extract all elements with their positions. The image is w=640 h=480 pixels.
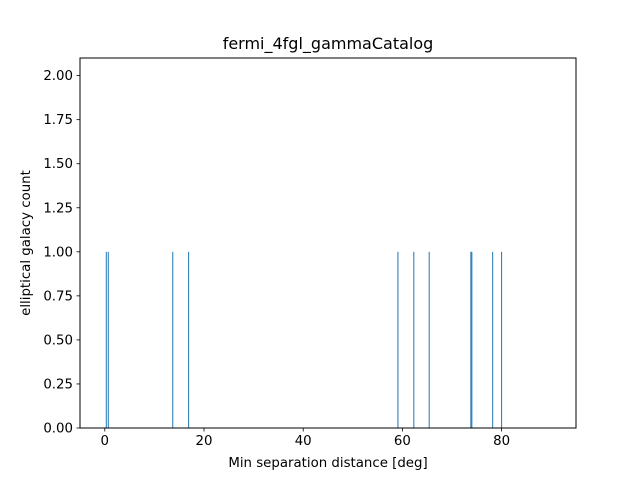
- y-tick-label: 0.00: [43, 422, 73, 437]
- y-axis-label: elliptical galacy count: [19, 170, 34, 316]
- x-tick-label: 40: [295, 434, 312, 449]
- chart-title: fermi_4fgl_gammaCatalog: [223, 34, 434, 54]
- x-axis-label: Min separation distance [deg]: [228, 456, 427, 471]
- bar-3: [188, 251, 190, 428]
- plot-frame: [79, 57, 577, 429]
- x-tick-label: 60: [394, 434, 411, 449]
- bar-8: [471, 251, 473, 428]
- x-axis-ticks: 0 20 40 60 80: [101, 428, 510, 449]
- bar-0: [105, 251, 107, 428]
- bar-2: [172, 251, 174, 428]
- bars-layer: [105, 251, 503, 428]
- y-tick-label: 2.00: [43, 69, 73, 84]
- y-tick-label: 1.50: [43, 157, 73, 172]
- y-tick-label: 0.75: [43, 289, 73, 304]
- x-tick-label: 80: [493, 434, 510, 449]
- x-tick-label: 20: [196, 434, 213, 449]
- y-tick-label: 0.25: [43, 377, 73, 392]
- bar-5: [413, 251, 415, 428]
- y-axis-ticks: 0.00 0.25 0.50 0.75 1.00 1.25 1.50 1.75 2.00: [43, 69, 80, 437]
- bar-4: [397, 251, 399, 428]
- bar-7: [470, 251, 472, 428]
- bar-9: [492, 251, 494, 428]
- y-tick-label: 1.00: [43, 245, 73, 260]
- y-tick-label: 0.50: [43, 333, 73, 348]
- x-tick-label: 0: [101, 434, 109, 449]
- y-tick-label: 1.75: [43, 113, 73, 128]
- bar-10: [501, 251, 503, 428]
- y-tick-label: 1.25: [43, 201, 73, 216]
- bar-6: [428, 251, 430, 428]
- bar-1: [107, 251, 109, 428]
